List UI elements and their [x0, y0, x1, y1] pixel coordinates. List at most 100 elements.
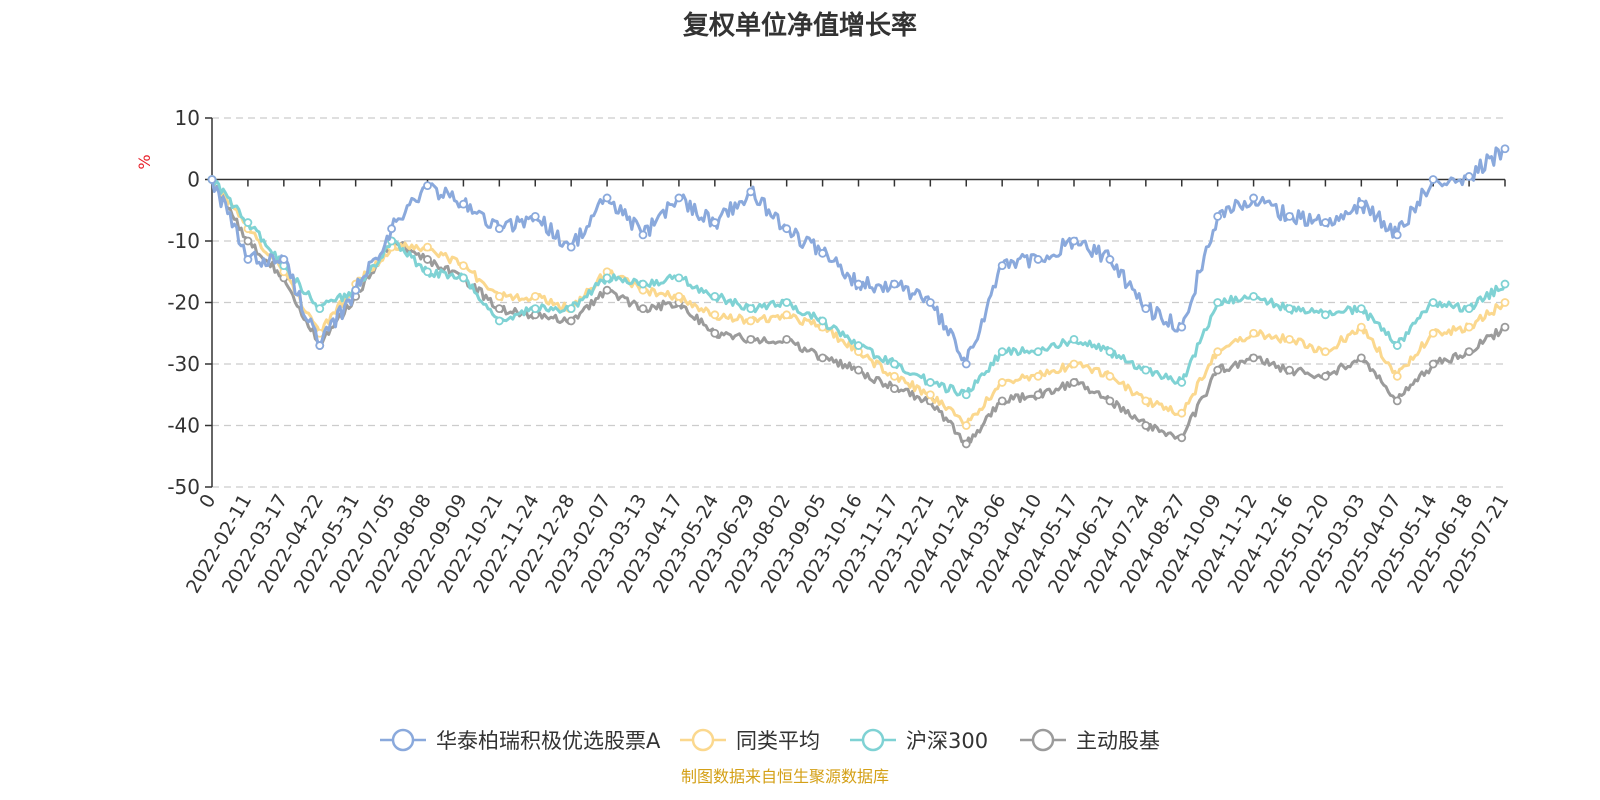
data-point — [854, 365, 863, 375]
data-point — [1141, 365, 1151, 375]
data-point — [566, 242, 576, 252]
legend-item[interactable]: 沪深300 — [850, 728, 988, 753]
data-point — [1428, 328, 1438, 338]
data-point — [494, 304, 504, 314]
data-point — [1285, 211, 1294, 221]
x-tick-label: 0 — [195, 491, 220, 512]
data-point — [961, 439, 971, 449]
data-point — [710, 291, 720, 301]
data-point — [710, 310, 720, 320]
data-point — [423, 267, 432, 277]
data-point — [1285, 304, 1294, 314]
data-point — [1500, 279, 1510, 289]
data-point — [243, 218, 253, 227]
data-point — [854, 279, 863, 289]
y-axis-unit: % — [135, 154, 154, 169]
data-point — [746, 316, 756, 326]
data-point — [1464, 304, 1474, 314]
series-group — [207, 175, 1510, 449]
data-point — [494, 316, 504, 326]
legend-label: 同类平均 — [736, 729, 820, 753]
data-point — [1177, 322, 1187, 332]
data-point — [1500, 322, 1510, 332]
data-point — [423, 242, 432, 252]
legend-marker-icon — [1031, 728, 1055, 752]
legend-label: 华泰柏瑞积极优选股票A — [436, 729, 661, 753]
data-source-note: 制图数据来自恒生聚源数据库 — [681, 767, 889, 786]
data-point — [387, 224, 396, 234]
data-point — [818, 316, 827, 326]
data-point — [674, 273, 684, 283]
data-point — [1500, 144, 1510, 154]
data-point — [961, 390, 971, 400]
data-point — [1285, 334, 1294, 344]
data-point — [1141, 304, 1151, 314]
data-point — [1249, 353, 1258, 363]
legend-marker-icon — [861, 728, 885, 752]
legend-marker-icon — [691, 728, 715, 752]
data-point — [1321, 218, 1330, 227]
data-point — [602, 193, 612, 203]
data-point — [1356, 304, 1366, 314]
data-point — [961, 359, 971, 369]
data-point — [494, 291, 504, 301]
data-point — [494, 224, 504, 234]
series-group — [207, 144, 1510, 369]
data-point — [1105, 347, 1115, 357]
y-tick-label: 10 — [175, 106, 200, 130]
y-tick-label: -20 — [167, 291, 200, 315]
data-point — [997, 396, 1007, 406]
y-tick-label: 0 — [187, 168, 200, 192]
data-point — [1033, 347, 1043, 357]
data-point — [1321, 371, 1330, 381]
data-point — [1069, 359, 1079, 369]
data-point — [530, 211, 540, 221]
data-point — [746, 334, 756, 344]
data-point — [1177, 408, 1187, 418]
data-point — [1141, 421, 1151, 430]
data-point — [243, 236, 253, 246]
data-point — [602, 285, 612, 295]
chart-title: 复权单位净值增长率 — [683, 10, 917, 41]
data-point — [1069, 378, 1079, 387]
data-point — [925, 390, 935, 400]
data-point — [638, 230, 648, 240]
data-point — [1321, 310, 1330, 320]
legend-item[interactable]: 同类平均 — [680, 728, 820, 753]
legend-item[interactable]: 华泰柏瑞积极优选股票A — [380, 728, 661, 753]
data-point — [1464, 322, 1474, 332]
data-point — [1213, 365, 1223, 375]
data-point — [890, 371, 899, 381]
data-point — [961, 421, 971, 430]
data-point — [638, 304, 648, 314]
data-point — [1428, 175, 1438, 184]
series-group — [207, 175, 1510, 430]
data-point — [1177, 378, 1187, 387]
data-point — [997, 347, 1007, 357]
data-point — [1213, 211, 1223, 221]
data-point — [243, 255, 253, 264]
data-point — [459, 199, 468, 209]
data-point — [1500, 298, 1510, 307]
data-point — [746, 187, 756, 197]
y-tick-label: -50 — [167, 475, 200, 499]
data-point — [818, 248, 827, 258]
data-point — [1392, 396, 1402, 406]
data-point — [1069, 236, 1079, 246]
data-point — [674, 193, 684, 203]
data-point — [1177, 433, 1187, 443]
data-point — [997, 378, 1007, 387]
data-point — [566, 316, 576, 326]
data-point — [925, 378, 935, 387]
legend-item[interactable]: 主动股基 — [1020, 728, 1160, 753]
y-tick-label: -40 — [167, 414, 200, 438]
y-tick-label: -10 — [167, 229, 200, 253]
data-point — [1069, 334, 1079, 344]
data-point — [1213, 347, 1223, 357]
data-point — [459, 273, 468, 283]
data-point — [1033, 255, 1043, 264]
data-point — [1464, 172, 1474, 181]
data-point — [1464, 347, 1474, 357]
data-point — [459, 261, 468, 271]
